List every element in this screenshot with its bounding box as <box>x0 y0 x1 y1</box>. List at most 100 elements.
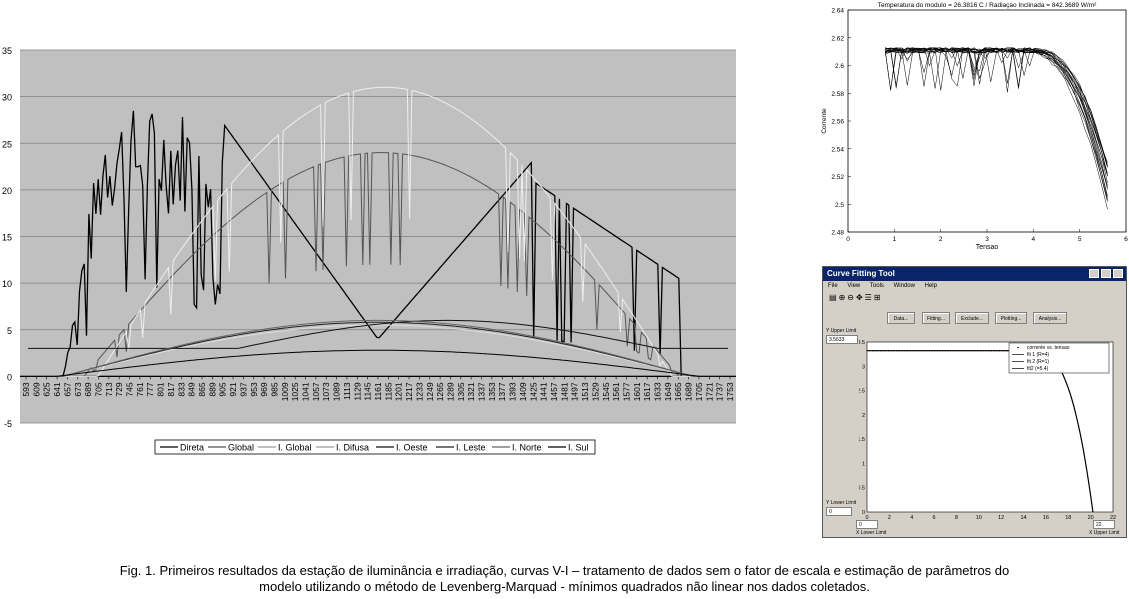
y-tick-label: 0.5 <box>859 486 865 492</box>
data-point <box>885 350 887 352</box>
x-tick-label: 1129 <box>352 382 362 401</box>
data-point <box>998 350 1001 352</box>
x-tick-label: 849 <box>187 382 197 396</box>
data-point <box>979 350 982 352</box>
zoom-out-icon[interactable]: ⊖ <box>847 293 856 302</box>
x-tick-label: 1041 <box>301 382 311 401</box>
y-tick-label: 2.62 <box>831 35 844 42</box>
x-tick-label: 4 <box>910 515 913 521</box>
zoom-in-icon[interactable]: ⊕ <box>838 293 848 302</box>
x-tick-label: 1337 <box>477 382 487 401</box>
x-tick-label: 1457 <box>549 382 559 401</box>
legend-marker <box>1017 346 1019 349</box>
y-tick-label: 15 <box>2 233 12 243</box>
exclude-button[interactable]: Exclude... <box>955 312 989 324</box>
fit-plot: 3.5 3 2.5 2 1.5 1 0.5 00 2 4 6 8 10 12 14 16 18 20 22 corre… <box>859 340 1116 521</box>
x-tick-label: 1089 <box>332 382 342 401</box>
window-title: Curve Fitting Tool <box>827 269 895 278</box>
data-point <box>882 350 884 352</box>
legend-label: corrente vs. tensao <box>1027 345 1070 351</box>
pan-icon[interactable]: ✥ <box>855 293 865 302</box>
data-point <box>933 350 936 352</box>
analysis-button[interactable]: Analysis... <box>1033 312 1067 324</box>
data-point <box>915 350 917 352</box>
maximize-button[interactable] <box>1101 269 1111 278</box>
x-tick-label: 625 <box>42 382 52 396</box>
x-tick-label: 1233 <box>414 382 424 401</box>
data-point <box>917 350 919 352</box>
x-tick-label: 22 <box>1110 515 1116 521</box>
minimize-button[interactable] <box>1089 269 1099 278</box>
data-point <box>904 350 906 352</box>
data-button[interactable]: Data... <box>887 312 915 324</box>
fitting-button[interactable]: Fitting... <box>922 312 950 324</box>
data-point <box>906 350 909 352</box>
toolbar: ▤⊕⊖✥☰⊞ <box>829 293 883 302</box>
x-tick-label: 1025 <box>290 382 300 401</box>
x-lower-limit-label: X Lower Limit <box>856 530 887 536</box>
x-tick-label: 1497 <box>570 382 580 401</box>
x-tick-label: 713 <box>104 382 114 396</box>
x-tick-label: 889 <box>207 382 217 396</box>
y-tick-label: 2.48 <box>831 230 844 237</box>
x-tick-label: 689 <box>83 382 93 396</box>
x-tick-label: 817 <box>166 382 176 396</box>
y-tick-label: 3.5 <box>859 340 865 346</box>
x-tick-label: 905 <box>218 382 228 396</box>
plotting-button[interactable]: Plotting... <box>995 312 1027 324</box>
x-tick-label: 1441 <box>539 382 549 401</box>
irradiance-chart: 35 30 25 20 15 10 5 0 -5 593 609 625 641 657 673 689 705… <box>2 46 736 455</box>
x-axis-label: Tensao <box>976 244 999 251</box>
x-tick-label: 1009 <box>280 382 290 401</box>
data-point <box>988 350 990 352</box>
close-button[interactable] <box>1113 269 1123 278</box>
data-point <box>1006 350 1009 352</box>
data-point <box>931 350 933 352</box>
x-tick-label: 673 <box>73 382 83 396</box>
x-tick-label: 1073 <box>321 382 331 401</box>
grid-icon[interactable]: ⊞ <box>873 293 883 302</box>
x-tick-label: 20 <box>1088 515 1094 521</box>
x-tick-label: 1705 <box>694 382 704 401</box>
data-point <box>985 350 987 352</box>
x-tick-label: 657 <box>62 382 72 396</box>
print-icon[interactable]: ▤ <box>829 293 839 302</box>
data-point <box>996 350 998 352</box>
data-point <box>963 350 965 352</box>
menu-help[interactable]: Help <box>924 283 937 289</box>
legend-icon[interactable]: ☰ <box>864 293 874 302</box>
data-point <box>890 350 892 352</box>
x-tick-label: 1289 <box>445 382 455 401</box>
x-tick-label: 4 <box>1032 236 1036 243</box>
x-tick-label: 1737 <box>715 382 725 401</box>
x-tick-label: 1689 <box>684 382 694 401</box>
menu-tools[interactable]: Tools <box>869 283 884 289</box>
data-point <box>982 350 984 352</box>
x-upper-limit-input[interactable]: 22 <box>1093 520 1115 529</box>
y-tick-label: 2.56 <box>831 119 844 126</box>
data-point <box>960 350 963 352</box>
data-point <box>939 350 941 352</box>
x-tick-label: 1665 <box>673 382 683 401</box>
menu-bar: File View Tools Window Help <box>823 281 1126 291</box>
x-tick-label: 1217 <box>404 382 414 401</box>
data-point <box>971 350 973 352</box>
y-upper-limit-input[interactable]: 3.5633 <box>826 335 858 344</box>
y-lower-limit-input[interactable]: 0 <box>826 507 852 516</box>
x-tick-label: 1577 <box>621 382 631 401</box>
y-upper-limit-label: Y Upper Limit <box>826 328 857 334</box>
x-tick-label: 953 <box>249 382 259 396</box>
data-point <box>950 350 952 352</box>
x-tick-label: 745 <box>125 382 135 396</box>
menu-view[interactable]: View <box>847 283 861 289</box>
iv-trace <box>884 47 1108 201</box>
menu-window[interactable]: Window <box>893 283 915 289</box>
x-tick-label: 18 <box>1065 515 1071 521</box>
data-point <box>990 350 992 352</box>
x-lower-limit-input[interactable]: 0 <box>856 520 878 529</box>
y-lower-limit-label: Y Lower Limit <box>826 500 857 506</box>
data-point <box>969 350 971 352</box>
x-tick-label: 1481 <box>559 382 569 401</box>
legend-label: I. Global <box>278 443 312 453</box>
menu-file[interactable]: File <box>828 283 838 289</box>
